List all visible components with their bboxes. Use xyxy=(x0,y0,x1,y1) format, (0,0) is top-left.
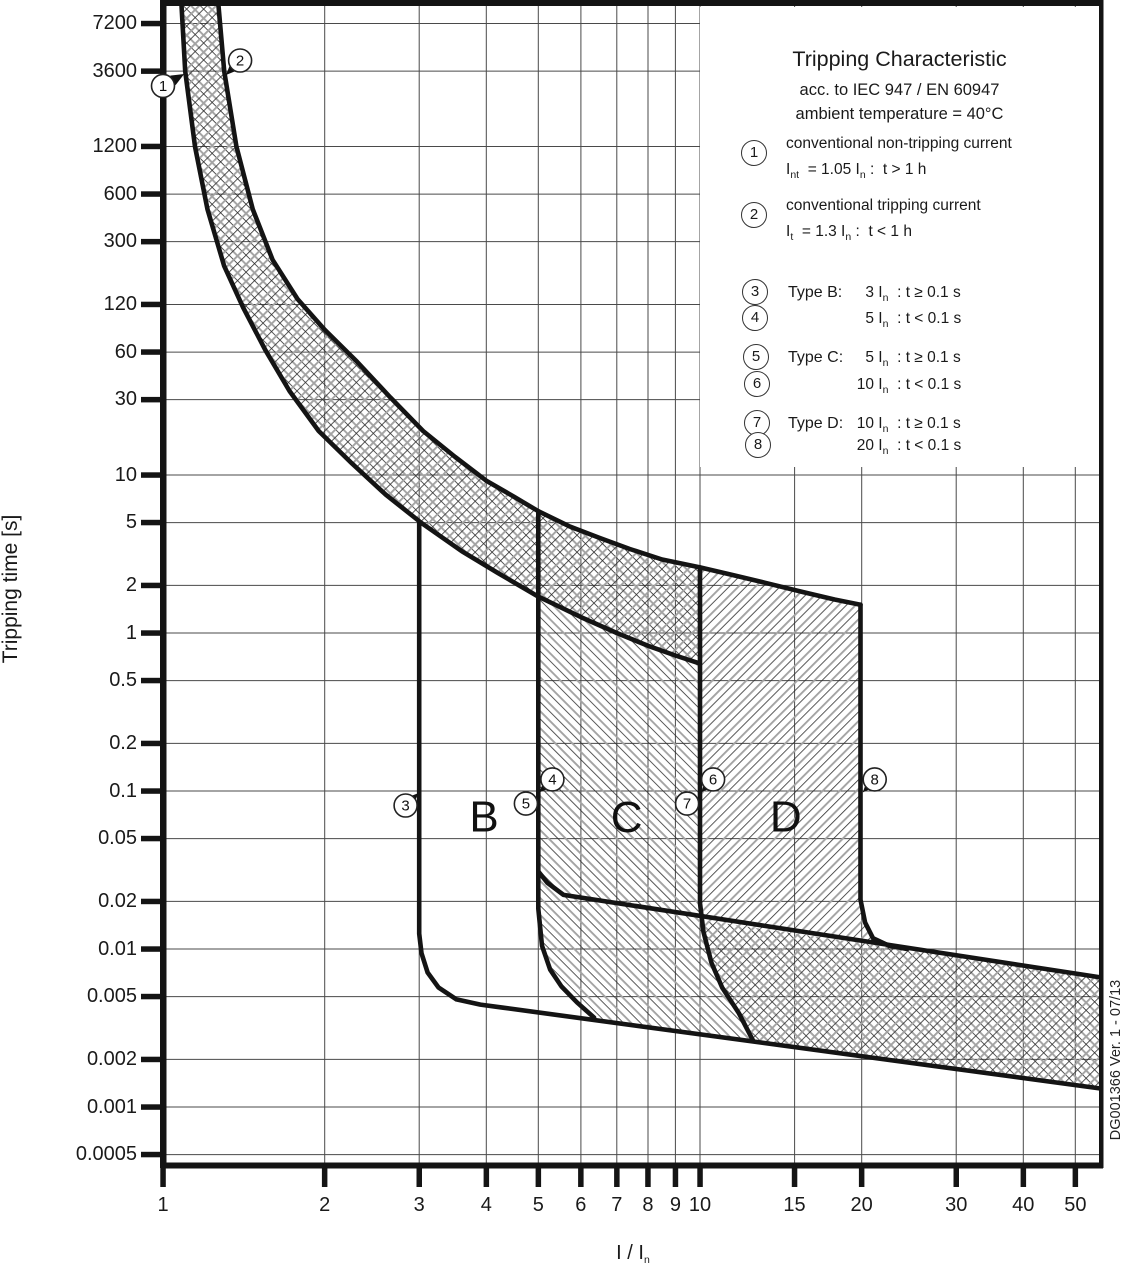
legend-value-8: 20 In : t < 0.1 s xyxy=(856,437,962,457)
legend-value-4: 5 In : t < 0.1 s xyxy=(865,310,962,330)
legend-type-label-3: Type B: xyxy=(788,284,843,301)
legend-type-label-7: Type D: xyxy=(788,415,844,432)
x-tick-3: 3 xyxy=(413,1194,425,1216)
y-tick-300: 300 xyxy=(103,230,137,253)
x-tick-10: 10 xyxy=(688,1194,712,1216)
svg-text:7: 7 xyxy=(683,796,691,813)
legend-marker-3: 3 xyxy=(742,279,768,305)
y-tick-1200: 1200 xyxy=(92,134,138,157)
svg-text:1: 1 xyxy=(159,78,167,95)
legend-marker-8: 8 xyxy=(745,432,771,458)
region-type_c_zone-hatch-left xyxy=(538,596,753,1041)
x-tick-6: 6 xyxy=(575,1194,587,1216)
x-tick-1: 1 xyxy=(157,1194,169,1216)
curve-conventional_tripping_1_3_In xyxy=(215,0,863,608)
legend-marker-6: 6 xyxy=(744,371,770,397)
x-tick-30: 30 xyxy=(945,1194,968,1216)
x-tick-5: 5 xyxy=(532,1194,544,1216)
y-tick-30: 30 xyxy=(114,388,137,411)
legend-text-2: conventional tripping current xyxy=(786,197,981,214)
y-tick-0.002: 0.002 xyxy=(86,1047,137,1070)
x-tick-15: 15 xyxy=(783,1194,806,1216)
marker-circle-7 xyxy=(674,791,700,816)
zone-letter-B: B xyxy=(469,793,498,842)
x-tick-8: 8 xyxy=(642,1194,654,1216)
svg-text:4: 4 xyxy=(548,771,556,788)
curve-instantaneous_upper_limit xyxy=(535,869,1103,980)
marker-arrow-1 xyxy=(170,74,185,86)
legend-marker-5: 5 xyxy=(743,344,769,370)
x-tick-9: 9 xyxy=(669,1194,681,1216)
svg-text:8: 8 xyxy=(871,771,879,788)
document-id-note: DG001366 Ver. 1 - 07/13 xyxy=(1108,979,1124,1141)
x-tick-40: 40 xyxy=(1012,1194,1035,1216)
svg-text:6: 6 xyxy=(709,771,717,788)
x-axis-title: I / In xyxy=(591,1242,675,1266)
y-tick-0.1: 0.1 xyxy=(109,779,137,802)
region-thermal_band-hatch-right xyxy=(181,0,700,663)
zone-letter-C: C xyxy=(611,793,643,842)
y-tick-0.005: 0.005 xyxy=(86,985,137,1008)
y-tick-60: 60 xyxy=(114,340,137,363)
y-tick-3600: 3600 xyxy=(92,59,138,82)
legend-value-6: 10 In : t < 0.1 s xyxy=(856,376,962,396)
marker-circle-6 xyxy=(700,767,726,792)
y-tick-0.2: 0.2 xyxy=(109,731,137,754)
marker-circle-5 xyxy=(513,791,539,816)
curve-conventional_non_tripping_1_05_In xyxy=(178,0,701,666)
legend-value-5: 5 In : t ≥ 0.1 s xyxy=(865,349,961,369)
curve-type_d_20_In_vertical xyxy=(858,602,910,952)
legend-formula-2: It = 1.3 In : t < 1 h xyxy=(786,223,912,243)
marker-circle-8 xyxy=(862,767,888,792)
chart-title: Tripping Characteristic xyxy=(792,47,1007,71)
y-tick-120: 120 xyxy=(103,292,137,315)
legend-type-label-5: Type C: xyxy=(788,349,844,366)
x-axis-title-sub: n xyxy=(643,1254,650,1266)
x-tick-2: 2 xyxy=(319,1194,331,1216)
x-tick-20: 20 xyxy=(850,1194,873,1216)
curve-type_b_lower_3_In xyxy=(416,520,1103,1091)
curve-type_bc_5_In_vertical xyxy=(535,508,597,1020)
x-tick-4: 4 xyxy=(480,1194,492,1216)
y-axis-title: Tripping time [s] xyxy=(0,514,22,664)
y-tick-0.0005: 0.0005 xyxy=(75,1143,137,1166)
svg-text:5: 5 xyxy=(522,796,530,813)
region-type_d_zone-hatch-right xyxy=(700,567,908,949)
curve-type_cd_10_In_vertical xyxy=(697,565,756,1043)
y-tick-7200: 7200 xyxy=(92,12,138,35)
legend-marker-1: 1 xyxy=(741,140,767,166)
chart-subtitle-standard: acc. to IEC 947 / EN 60947 xyxy=(799,81,1000,99)
y-tick-0.01: 0.01 xyxy=(98,937,137,960)
x-axis-title-main: I / I xyxy=(616,1242,644,1264)
legend-formula-1: Int = 1.05 In : t > 1 h xyxy=(786,161,927,181)
legend-value-3: 3 In : t ≥ 0.1 s xyxy=(865,284,961,304)
x-tick-7: 7 xyxy=(611,1194,623,1216)
legend-marker-2: 2 xyxy=(741,202,767,228)
svg-text:2: 2 xyxy=(236,53,244,70)
y-tick-10: 10 xyxy=(114,463,137,486)
y-tick-0.02: 0.02 xyxy=(98,889,137,912)
zone-letter-D: D xyxy=(770,793,802,842)
marker-circle-4 xyxy=(540,767,565,792)
marker-circle-3 xyxy=(393,793,418,818)
y-tick-2: 2 xyxy=(125,573,137,596)
legend-panel: Tripping Characteristic acc. to IEC 947 … xyxy=(700,7,1099,467)
y-tick-5: 5 xyxy=(125,511,137,534)
chart-subtitle-temperature: ambient temperature = 40°C xyxy=(795,105,1004,123)
legend-text-1: conventional non-tripping current xyxy=(786,135,1012,152)
y-tick-1: 1 xyxy=(125,621,137,644)
y-tick-0.001: 0.001 xyxy=(86,1095,137,1118)
y-tick-0.05: 0.05 xyxy=(98,827,137,850)
marker-circle-1 xyxy=(150,73,176,99)
x-tick-50: 50 xyxy=(1064,1194,1087,1216)
y-tick-0.5: 0.5 xyxy=(109,669,137,692)
marker-circle-2 xyxy=(227,48,253,73)
legend-value-7: 10 In : t ≥ 0.1 s xyxy=(856,415,961,435)
legend-marker-7: 7 xyxy=(744,410,770,436)
svg-text:3: 3 xyxy=(401,798,409,815)
legend-marker-4: 4 xyxy=(742,305,768,331)
y-tick-600: 600 xyxy=(103,182,137,205)
